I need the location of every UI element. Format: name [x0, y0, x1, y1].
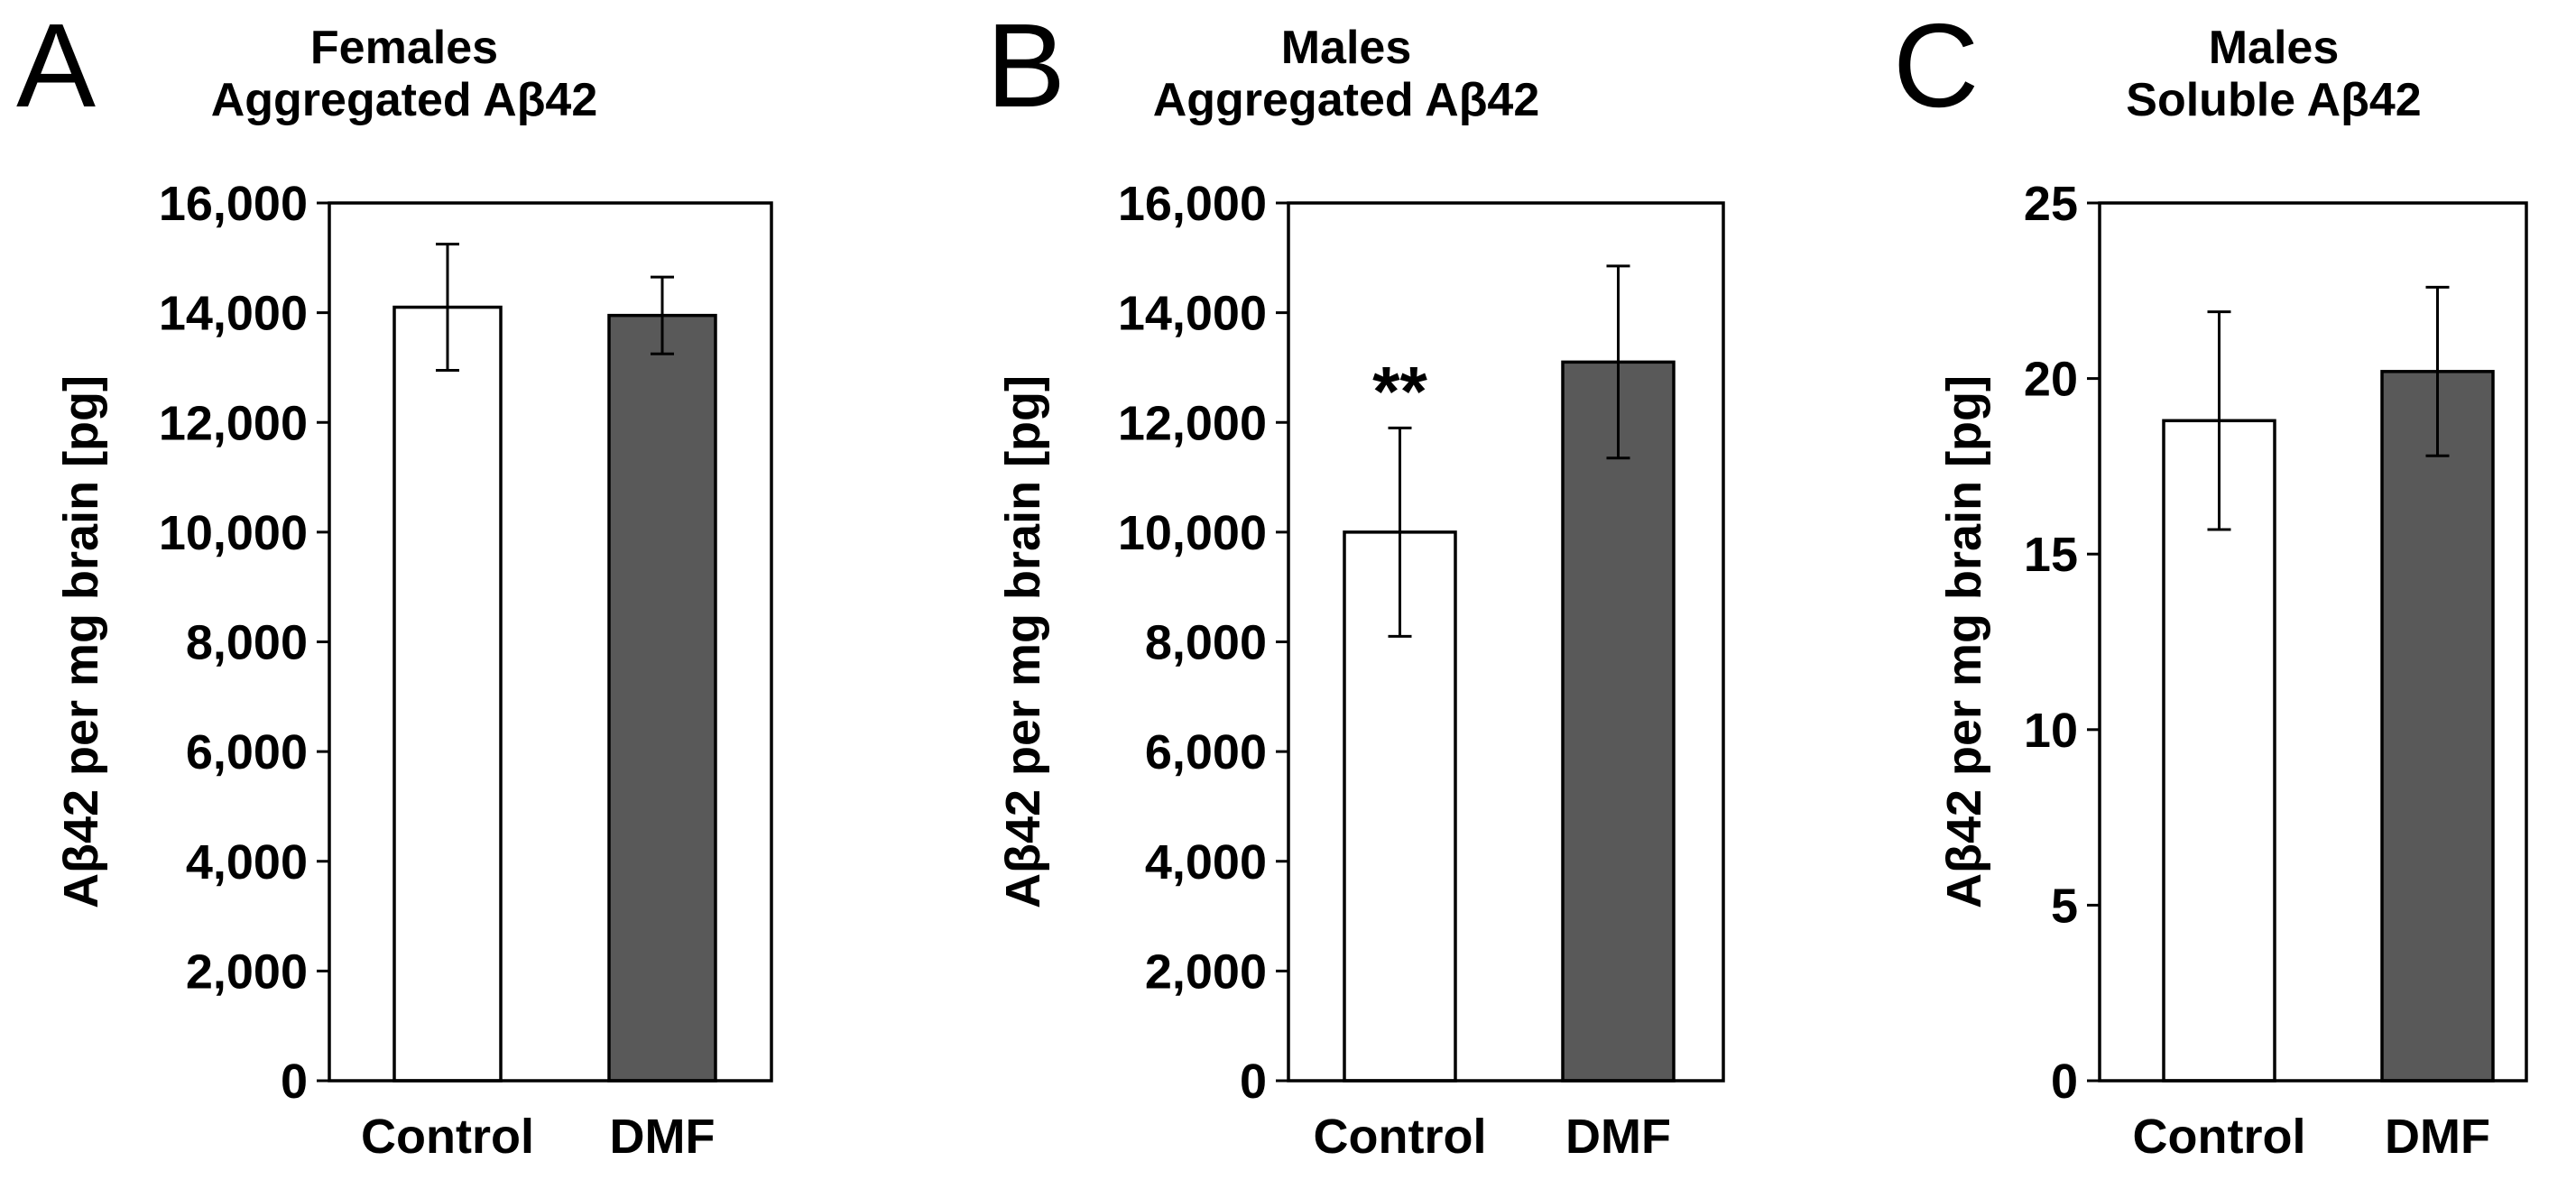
panel-letter: B: [986, 0, 1066, 132]
y-tick-label: 14,000: [159, 287, 308, 341]
y-tick-label: 16,000: [1118, 177, 1267, 231]
y-tick-label: 0: [281, 1055, 308, 1109]
plot-frame: [1287, 201, 1725, 1083]
y-tick-label: 6,000: [1145, 725, 1267, 779]
x-category-label: Control: [361, 1110, 534, 1164]
y-tick-label: 2,000: [1145, 945, 1267, 999]
y-tick-label: 12,000: [1118, 396, 1267, 450]
bar-dmf: [1561, 360, 1676, 1083]
y-tick-label: 2,000: [186, 945, 308, 999]
y-tick-label: 16,000: [159, 177, 308, 231]
y-tick-label: 5: [2051, 879, 2078, 933]
y-tick-label: 0: [1240, 1055, 1267, 1109]
y-axis-label: Aβ42 per mg brain [pg]: [1937, 375, 1991, 908]
y-tick-label: 10,000: [159, 506, 308, 560]
x-category-label: Control: [2133, 1110, 2306, 1164]
y-tick-label: 8,000: [1145, 616, 1267, 670]
y-tick-label: 12,000: [159, 396, 308, 450]
y-tick-label: 10: [2024, 704, 2078, 758]
y-tick-label: 4,000: [186, 835, 308, 889]
y-tick-label: 8,000: [186, 616, 308, 670]
x-category-label: DMF: [610, 1110, 716, 1164]
x-category-label: DMF: [2385, 1110, 2490, 1164]
chart-title-line: Aggregated Aβ42: [211, 74, 598, 126]
y-tick-label: 15: [2024, 528, 2078, 582]
y-axis-label: Aβ42 per mg brain [pg]: [996, 375, 1050, 908]
chart-title-line: Females: [310, 22, 498, 74]
x-category-label: Control: [1314, 1110, 1487, 1164]
y-tick-label: 20: [2024, 353, 2078, 407]
chart-title-line: Aggregated Aβ42: [1153, 74, 1540, 126]
bar-dmf: [607, 313, 717, 1083]
y-tick-label: 6,000: [186, 725, 308, 779]
y-tick-label: 10,000: [1118, 506, 1267, 560]
bar-dmf: [2380, 370, 2495, 1083]
chart-title-line: Males: [1281, 22, 1412, 74]
significance-annotation: **: [1372, 351, 1427, 430]
y-tick-label: 14,000: [1118, 287, 1267, 341]
y-tick-label: 0: [2051, 1055, 2078, 1109]
x-category-label: DMF: [1565, 1110, 1671, 1164]
y-tick-label: 25: [2024, 177, 2078, 231]
panel-letter: C: [1893, 0, 1979, 132]
bar-control: [392, 305, 503, 1083]
plot-frame: [328, 201, 773, 1083]
panel-letter: A: [16, 0, 96, 132]
plot-frame: [2098, 201, 2528, 1083]
chart-title-line: Males: [2209, 22, 2340, 74]
chart-title-line: Soluble Aβ42: [2126, 74, 2421, 126]
y-axis-label: Aβ42 per mg brain [pg]: [54, 375, 108, 908]
y-tick-label: 4,000: [1145, 835, 1267, 889]
